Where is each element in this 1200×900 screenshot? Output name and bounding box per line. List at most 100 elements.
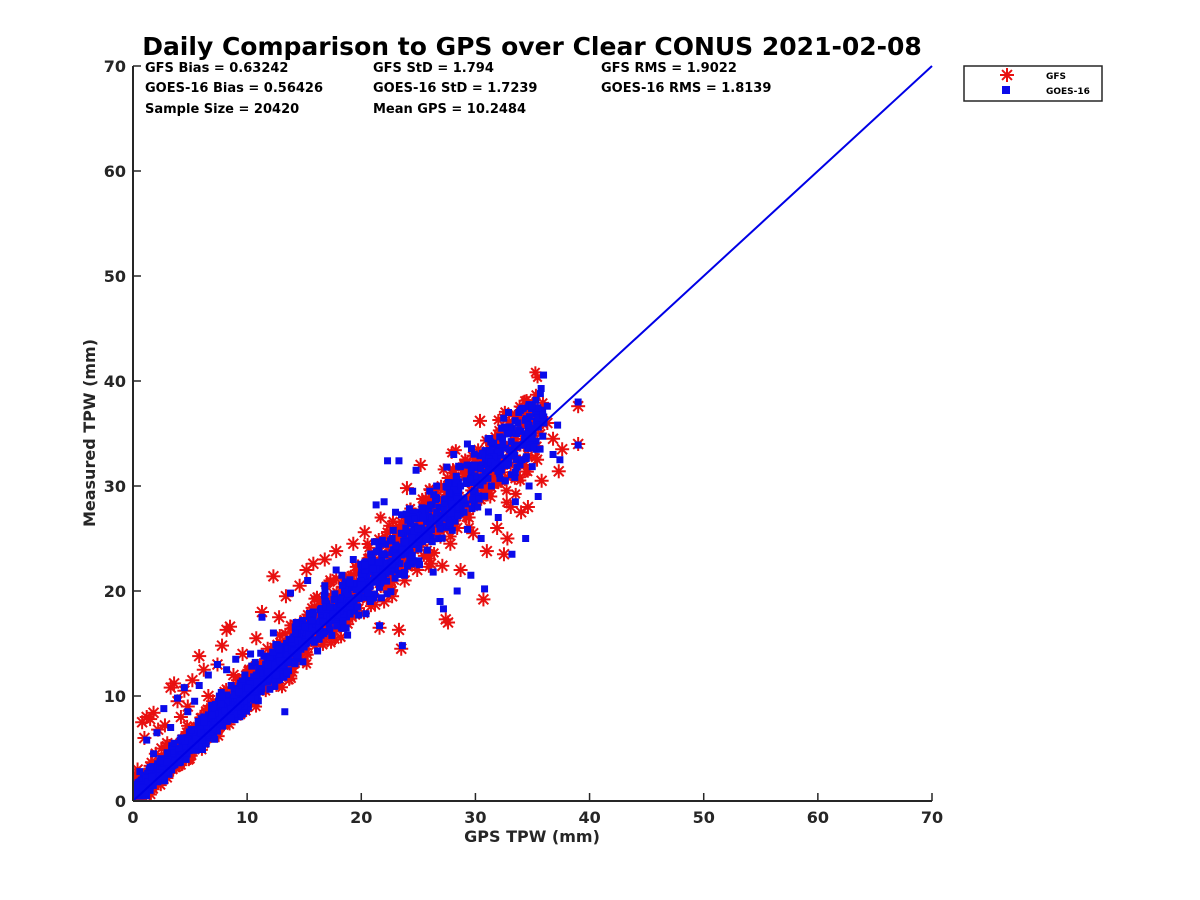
goes16-point (412, 466, 420, 474)
gfs-point (500, 484, 513, 497)
goes16-point (299, 616, 307, 624)
gfs-point (306, 556, 321, 571)
goes16-point (337, 595, 345, 603)
goes16-point (296, 621, 304, 629)
gfs-point (317, 552, 332, 567)
goes16-point (554, 421, 562, 429)
goes16-point (515, 409, 523, 416)
goes16-point (257, 649, 265, 657)
goes16-point (522, 430, 530, 438)
goes16-point (532, 437, 540, 445)
goes16-point (536, 445, 544, 453)
goes16-point (192, 746, 200, 754)
goes16-point (288, 635, 296, 643)
goes16-point (168, 745, 176, 753)
stat-gfs-std: GFS StD = 1.794 (373, 61, 494, 76)
goes16-point (320, 630, 328, 638)
goes16-point (534, 493, 542, 500)
gfs-point (223, 619, 238, 634)
goes16-point (326, 603, 334, 611)
goes16-point (494, 514, 502, 521)
goes16-point (295, 633, 303, 641)
goes16-point (258, 613, 266, 621)
goes16-point (448, 500, 456, 508)
goes16-point (378, 536, 386, 544)
goes16-point (396, 560, 404, 568)
goes16-point (512, 430, 520, 438)
goes16-point (503, 461, 511, 469)
goes16-point (287, 589, 295, 597)
goes16-point (339, 617, 347, 625)
goes16-point (447, 509, 455, 517)
goes16-point (211, 735, 219, 743)
gfs-point (546, 431, 561, 446)
goes16-point (272, 671, 280, 679)
goes16-point (191, 741, 199, 749)
goes16-point (464, 525, 472, 533)
goes16-point (505, 409, 513, 416)
goes16-point (402, 524, 410, 532)
goes16-point (485, 466, 493, 474)
goes16-point (395, 457, 403, 465)
goes16-point (178, 749, 186, 757)
goes16-point (270, 661, 278, 669)
goes16-point (401, 538, 409, 546)
gfs-point (443, 536, 458, 551)
goes16-point (528, 434, 536, 442)
goes16-point (240, 697, 248, 705)
goes16-point (506, 423, 514, 431)
goes16-point (539, 411, 547, 419)
goes16-point (142, 774, 150, 782)
goes16-point (293, 651, 301, 659)
gfs-point (346, 536, 361, 551)
goes16-point (271, 682, 279, 690)
goes16-point (338, 581, 346, 589)
goes16-point (507, 438, 515, 446)
gfs-point (490, 521, 505, 535)
goes16-point (477, 465, 485, 473)
gfs-point (192, 649, 207, 664)
goes16-point (438, 534, 446, 542)
goes16-point (364, 589, 372, 597)
goes16-point (521, 435, 529, 443)
stat-goes-std: GOES-16 StD = 1.7239 (373, 81, 537, 96)
goes16-point (446, 519, 454, 527)
goes16-point (440, 496, 448, 504)
goes16-point (326, 626, 334, 634)
goes16-point (387, 588, 395, 596)
goes16-point (511, 498, 519, 506)
goes16-point (398, 642, 406, 650)
goes16-point (380, 498, 388, 506)
goes16-point (191, 697, 199, 705)
goes16-point (332, 566, 340, 574)
goes16-point (330, 596, 338, 604)
goes16-point (448, 526, 456, 534)
goes16-point (175, 744, 183, 752)
gfs-point (500, 531, 515, 546)
goes16-point (276, 675, 284, 683)
goes16-point (415, 535, 423, 543)
goes16-point (269, 629, 277, 637)
goes16-point (133, 781, 140, 789)
goes16-point (136, 768, 144, 776)
goes16-point (423, 546, 431, 554)
goes16-point (501, 477, 509, 485)
y-ticks: 0 10 20 30 40 50 60 70 (104, 57, 141, 811)
gfs-point (185, 673, 200, 688)
goes16-point (499, 440, 507, 448)
goes16-point (537, 385, 545, 393)
x-tick-label: 40 (578, 808, 600, 827)
goes16-point (146, 763, 154, 771)
goes16-point (305, 631, 313, 639)
goes16-point (398, 546, 406, 554)
goes16-point (194, 718, 202, 726)
x-tick-label: 0 (127, 808, 138, 827)
goes16-point (247, 650, 255, 658)
goes16-point (322, 597, 330, 605)
goes16-point (406, 528, 414, 536)
goes16-point (500, 414, 508, 422)
goes16-point (170, 739, 178, 747)
goes16-point (467, 571, 475, 579)
gfs-point (361, 537, 374, 550)
